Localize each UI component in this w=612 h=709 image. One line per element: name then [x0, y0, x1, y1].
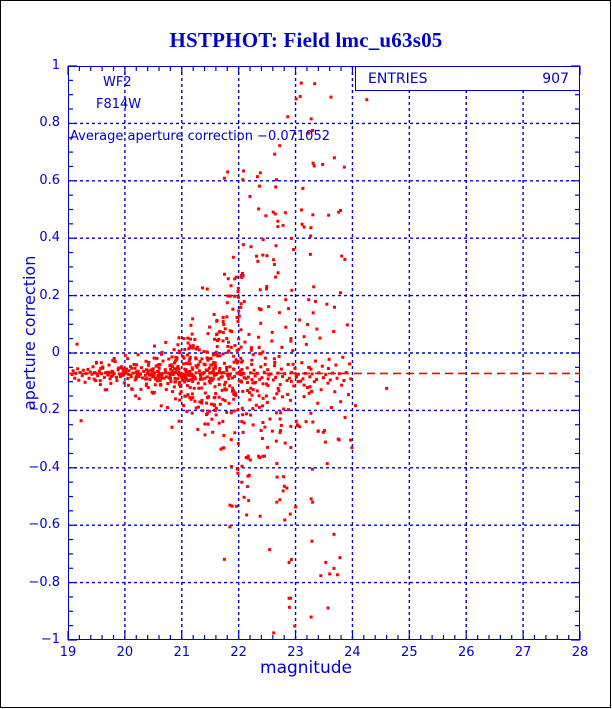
y-tick-label: −0.6 [28, 517, 60, 533]
y-tick-label: 1 [51, 58, 60, 73]
x-tick-label: 24 [344, 645, 361, 660]
average-correction-annotation: Average aperture correction −0.071052 [70, 129, 330, 144]
y-tick-label: −1 [40, 632, 60, 647]
page-title: HSTPHOT: Field lmc_u63s05 [169, 28, 443, 52]
y-tick-label: 0.8 [39, 115, 60, 131]
y-tick-label: 0.2 [39, 287, 60, 303]
data-points-layer [68, 81, 580, 635]
grid-lines [68, 66, 580, 640]
x-tick-label: 27 [514, 645, 532, 660]
y-tick-label: −0.8 [28, 574, 60, 590]
entries-label: ENTRIES [368, 71, 428, 87]
y-tick-label: −0.2 [28, 402, 60, 418]
entries-box: ENTRIES 907 [355, 66, 580, 91]
x-tick-label: 25 [401, 645, 418, 660]
x-tick-label: 21 [173, 645, 191, 660]
x-tick-label: 28 [571, 645, 589, 660]
detector-annotation: WF2 [103, 75, 132, 90]
x-tick-label: 23 [287, 645, 304, 660]
y-tick-label: 0.4 [39, 230, 60, 246]
x-axis-label: magnitude [260, 658, 352, 678]
filter-annotation: F814W [96, 97, 142, 112]
x-tick-label: 26 [457, 645, 475, 660]
y-tick-label: 0.6 [39, 172, 60, 188]
axis-ticks [67, 65, 581, 641]
entries-value: 907 [542, 71, 569, 87]
y-axis-label: aperture correction [20, 255, 39, 410]
x-tick-label: 22 [230, 645, 247, 660]
x-tick-label: 20 [116, 645, 134, 660]
scatter-plot: WF2 F814W Average aperture correction −0… [67, 65, 581, 641]
x-tick-label: 19 [59, 645, 77, 660]
y-tick-label: −0.4 [28, 459, 60, 475]
y-tick-label: 0 [51, 345, 60, 360]
